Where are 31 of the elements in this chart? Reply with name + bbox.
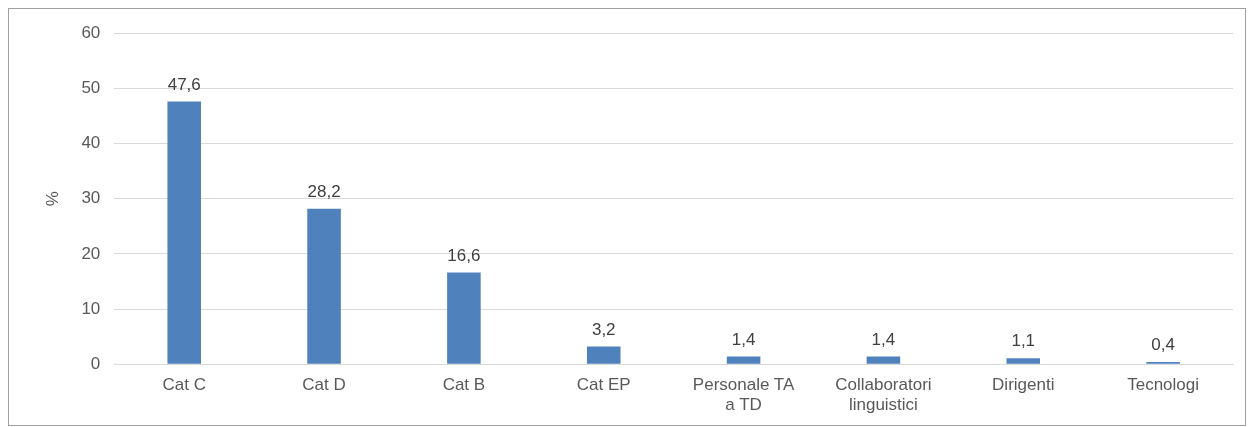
bar bbox=[726, 356, 761, 364]
x-tick-label: Cat B bbox=[442, 375, 486, 395]
data-label: 47,6 bbox=[167, 74, 201, 94]
x-tick-label: Tecnologi bbox=[1127, 375, 1199, 395]
y-tick-label: 50 bbox=[81, 78, 101, 98]
data-label: 0,4 bbox=[1151, 335, 1175, 355]
data-label: 1,1 bbox=[1011, 331, 1036, 351]
bar bbox=[1006, 358, 1041, 364]
y-tick-label: 20 bbox=[81, 243, 101, 263]
data-label: 3,2 bbox=[591, 319, 616, 339]
bar bbox=[586, 346, 621, 364]
data-label: 1,4 bbox=[871, 329, 896, 349]
bar bbox=[866, 356, 901, 364]
y-tick-label: 60 bbox=[81, 22, 101, 42]
x-tick-label: Dirigenti bbox=[992, 375, 1055, 395]
y-tick-label: 10 bbox=[81, 298, 101, 318]
y-axis-title: % bbox=[42, 191, 62, 207]
bar bbox=[167, 101, 202, 364]
data-label: 16,6 bbox=[447, 245, 481, 265]
x-tick-label: Cat C bbox=[162, 375, 206, 395]
x-tick-label: Collaboratori linguistici bbox=[835, 375, 932, 415]
bar bbox=[447, 272, 481, 364]
bar bbox=[307, 208, 341, 364]
y-tick-label: 30 bbox=[81, 188, 101, 208]
data-label: 28,2 bbox=[307, 181, 341, 201]
x-tick-label: Cat EP bbox=[576, 375, 631, 395]
y-tick-label: 0 bbox=[90, 353, 101, 373]
data-label: 1,4 bbox=[731, 329, 756, 349]
x-tick-label: Personale TA a TD bbox=[692, 375, 795, 415]
x-tick-label: Cat D bbox=[302, 375, 346, 395]
y-tick-label: 40 bbox=[81, 133, 101, 153]
